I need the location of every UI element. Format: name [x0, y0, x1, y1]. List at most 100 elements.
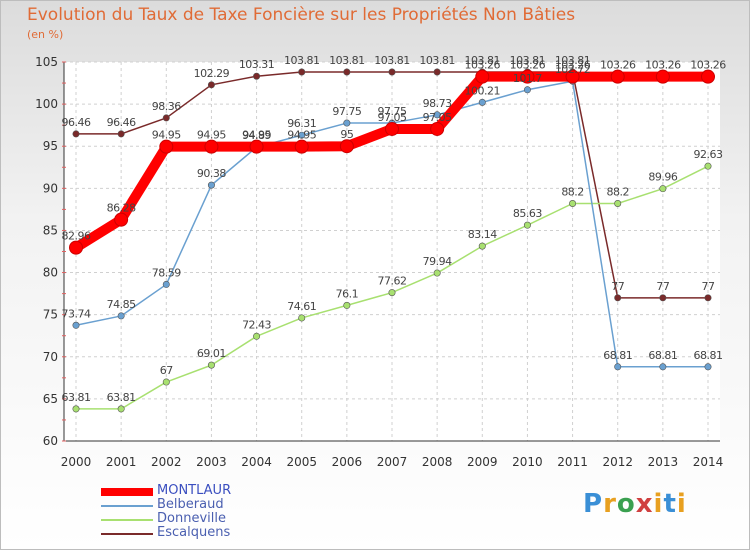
- data-point-donneville: [162, 378, 170, 386]
- data-point-donneville: [659, 185, 667, 193]
- data-label: 103.81: [329, 54, 365, 67]
- data-point-montlaur: [339, 139, 354, 154]
- x-tick-label: 2009: [467, 455, 498, 469]
- data-point-escalquens: [72, 130, 80, 138]
- logo-letter: P: [583, 489, 604, 519]
- data-label: 97.05: [423, 111, 452, 124]
- data-label: 103.26: [645, 59, 681, 72]
- logo-letter: o: [616, 489, 636, 519]
- data-point-donneville: [569, 199, 577, 207]
- data-point-belberaud: [433, 111, 441, 119]
- data-label: 98.36: [152, 100, 181, 113]
- data-point-belberaud: [72, 321, 80, 329]
- data-label: 68.81: [694, 349, 723, 362]
- x-tick-label: 2005: [286, 455, 317, 469]
- data-point-escalquens: [614, 294, 622, 302]
- data-point-escalquens: [388, 68, 396, 76]
- data-label: 79.94: [423, 255, 452, 268]
- data-point-belberaud: [478, 98, 486, 106]
- data-point-donneville: [388, 289, 396, 297]
- data-point-montlaur: [294, 139, 309, 154]
- data-label: 94.95: [197, 129, 226, 142]
- data-point-donneville: [207, 361, 215, 369]
- data-label: 103.81: [465, 54, 501, 67]
- y-tick-label: 80: [43, 266, 58, 280]
- data-point-montlaur: [114, 212, 129, 227]
- logo-letter: r: [603, 489, 617, 519]
- data-point-escalquens: [659, 294, 667, 302]
- legend-swatch: [101, 505, 153, 507]
- data-point-donneville: [298, 314, 306, 322]
- data-point-montlaur: [565, 69, 580, 84]
- data-point-escalquens: [207, 81, 215, 89]
- x-tick-label: 2003: [196, 455, 227, 469]
- data-label: 68.81: [603, 349, 632, 362]
- data-label: 94.89: [242, 129, 271, 142]
- y-tick-label: 60: [43, 434, 58, 448]
- chart-subtitle: (en %): [27, 28, 64, 41]
- data-label: 103.26: [600, 59, 636, 72]
- x-tick-label: 2007: [377, 455, 408, 469]
- y-tick-label: 70: [43, 350, 58, 364]
- y-tick-label: 95: [43, 139, 58, 153]
- data-point-belberaud: [523, 86, 531, 94]
- data-label: 63.81: [62, 391, 91, 404]
- x-tick-label: 2000: [61, 455, 92, 469]
- legend-swatch: [101, 519, 153, 521]
- data-point-montlaur: [475, 69, 490, 84]
- data-label: 77: [611, 280, 624, 293]
- logo-letter: i: [653, 489, 664, 519]
- data-label: 92.63: [694, 148, 723, 161]
- data-label: 102.29: [194, 67, 230, 80]
- data-label: 103.81: [374, 54, 410, 67]
- data-label: 77: [702, 280, 715, 293]
- data-label: 103.26: [555, 59, 591, 72]
- x-tick-label: 2010: [512, 455, 543, 469]
- data-point-donneville: [72, 405, 80, 413]
- data-point-escalquens: [433, 68, 441, 76]
- data-label: 101.7: [513, 72, 542, 85]
- data-label: 68.81: [648, 349, 677, 362]
- data-label: 102.72: [555, 63, 591, 76]
- data-label: 103.26: [465, 59, 501, 72]
- data-label: 103.81: [284, 54, 320, 67]
- proxiti-logo: Proxiti: [583, 489, 687, 519]
- data-label: 72.43: [242, 318, 271, 331]
- data-label: 85.63: [513, 207, 542, 220]
- legend-label: MONTLAUR: [157, 483, 232, 498]
- x-tick-label: 2006: [332, 455, 363, 469]
- data-label: 76.1: [336, 287, 359, 300]
- data-label: 88.2: [606, 185, 629, 198]
- x-tick-label: 2004: [241, 455, 272, 469]
- data-point-montlaur: [159, 139, 174, 154]
- data-label: 74.85: [107, 298, 136, 311]
- data-point-belberaud: [614, 363, 622, 371]
- x-tick-label: 2012: [602, 455, 633, 469]
- logo-letter: i: [676, 489, 687, 519]
- data-point-escalquens: [162, 114, 170, 122]
- data-point-belberaud: [162, 280, 170, 288]
- data-label: 89.96: [648, 171, 677, 184]
- data-point-belberaud: [207, 181, 215, 189]
- data-point-donneville: [523, 221, 531, 229]
- data-label: 96.31: [287, 117, 316, 130]
- data-point-escalquens: [343, 68, 351, 76]
- data-point-montlaur: [430, 121, 445, 136]
- y-tick-label: 65: [43, 392, 58, 406]
- data-point-montlaur: [249, 139, 264, 154]
- data-point-escalquens: [253, 72, 261, 80]
- data-point-belberaud: [343, 119, 351, 127]
- data-label: 103.26: [510, 59, 546, 72]
- data-label: 96.46: [107, 116, 136, 129]
- data-point-montlaur: [520, 69, 535, 84]
- data-point-montlaur: [655, 69, 670, 84]
- logo-letter: x: [635, 489, 654, 519]
- data-point-montlaur: [610, 69, 625, 84]
- data-label: 73.74: [62, 307, 91, 320]
- data-label: 83.14: [468, 228, 497, 241]
- data-label: 67: [160, 364, 173, 377]
- data-label: 103.81: [419, 54, 455, 67]
- data-label: 97.05: [378, 111, 407, 124]
- data-point-belberaud: [117, 312, 125, 320]
